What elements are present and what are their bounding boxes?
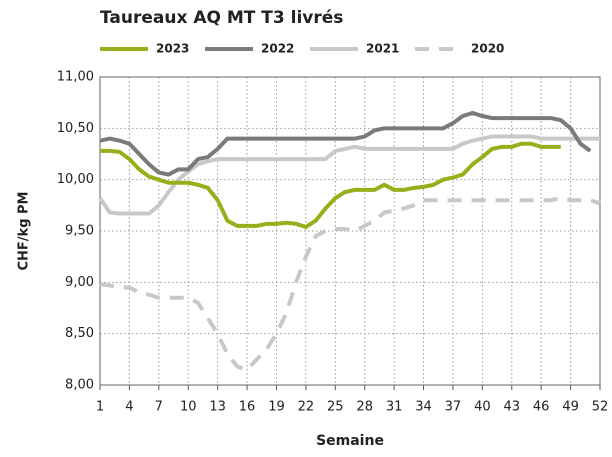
x-tick-label: 43: [503, 400, 520, 415]
y-tick-label: 10,50: [57, 121, 94, 136]
x-tick-label: 22: [298, 400, 315, 415]
x-axis-label: Semaine: [316, 433, 384, 449]
legend-label: 2020: [471, 42, 504, 56]
x-tick-label: 1: [96, 400, 104, 415]
y-tick-label: 11,00: [57, 70, 94, 85]
x-tick-label: 19: [268, 400, 285, 415]
line-series: [99, 110, 592, 177]
line-series: [100, 141, 561, 230]
legend-label: 2021: [366, 42, 399, 56]
x-tick-label: 49: [562, 400, 579, 415]
legend-label: 2022: [261, 42, 294, 56]
y-tick-label: 9,00: [65, 275, 94, 290]
legend-label: 2023: [156, 42, 189, 56]
y-tick-label: 10,00: [57, 172, 94, 187]
y-tick-label: 8,00: [65, 378, 94, 393]
y-axis-label: CHF/kg PM: [17, 192, 32, 271]
x-tick-label: 46: [533, 400, 550, 415]
x-tick-label: 31: [386, 400, 403, 415]
chart-title: Taureaux AQ MT T3 livrés: [100, 8, 343, 28]
x-tick-label: 40: [474, 400, 491, 415]
x-tick-label: 34: [415, 400, 432, 415]
x-tick-label: 25: [327, 400, 344, 415]
line-series: [98, 134, 600, 216]
x-tick-label: 7: [155, 400, 163, 415]
y-tick-label: 9,50: [65, 224, 94, 239]
line-series: [99, 196, 601, 372]
x-tick-label: 16: [239, 400, 256, 415]
x-tick-label: 37: [445, 400, 462, 415]
x-tick-label: 10: [180, 400, 197, 415]
plot-frame: [99, 76, 601, 386]
x-tick-label: 52: [592, 400, 609, 415]
y-tick-label: 8,50: [65, 326, 94, 341]
x-tick-label: 4: [125, 400, 133, 415]
x-tick-label: 28: [356, 400, 373, 415]
x-tick-label: 13: [209, 400, 226, 415]
